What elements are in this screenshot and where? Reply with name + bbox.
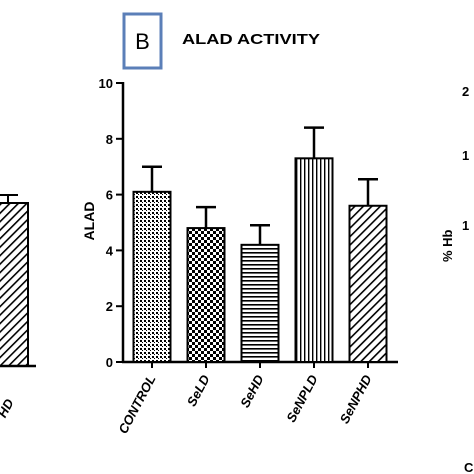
right-partial-corner-label: C (464, 460, 474, 474)
y-tick-label-6: 6 (106, 188, 113, 203)
bar-senphd (348, 204, 388, 363)
y-tick-label-2: 2 (106, 299, 113, 314)
bar-sehd (240, 243, 280, 364)
left-partial-bar (0, 202, 29, 367)
y-tick-label-4: 4 (106, 243, 114, 258)
right-partial-tick-1: 2 (462, 84, 469, 99)
chart-title: ALAD ACTIVITY (182, 31, 320, 48)
y-tick-label-8: 8 (106, 132, 113, 147)
alad-bar-chart: 0 2 4 6 8 10 CONTROL SeLD SeHD SeNPLD SeNPHD (99, 76, 398, 436)
bar-control (132, 190, 172, 363)
x-tick-label-sehd: SeHD (237, 372, 267, 410)
y-tick-label-0: 0 (106, 355, 113, 370)
right-partial-panel: 2 1 1 % Hb C (440, 84, 474, 474)
panel-label-box (122, 12, 163, 70)
right-partial-ylabel: % Hb (440, 229, 455, 262)
left-partial-panel: HD (0, 194, 36, 420)
panel-b: B ALAD ACTIVITY ALAD 0 2 4 6 8 10 CONTROL SeLD S… (81, 12, 398, 436)
bar-seld (186, 227, 226, 363)
x-tick-label-seld: SeLD (184, 372, 213, 409)
x-tick-label-senpld: SeNPLD (283, 372, 321, 425)
x-tick-label-control: CONTROL (115, 372, 158, 436)
right-partial-tick-2: 1 (462, 148, 469, 163)
x-tick-label-senphd: SeNPHD (337, 372, 375, 426)
y-axis-label: ALAD (81, 202, 97, 241)
right-partial-tick-3: 1 (462, 218, 469, 233)
panel-label: B (135, 29, 150, 54)
y-tick-label-10: 10 (99, 76, 113, 91)
left-partial-tick-label: HD (0, 396, 17, 420)
bar-senpld (294, 157, 334, 363)
